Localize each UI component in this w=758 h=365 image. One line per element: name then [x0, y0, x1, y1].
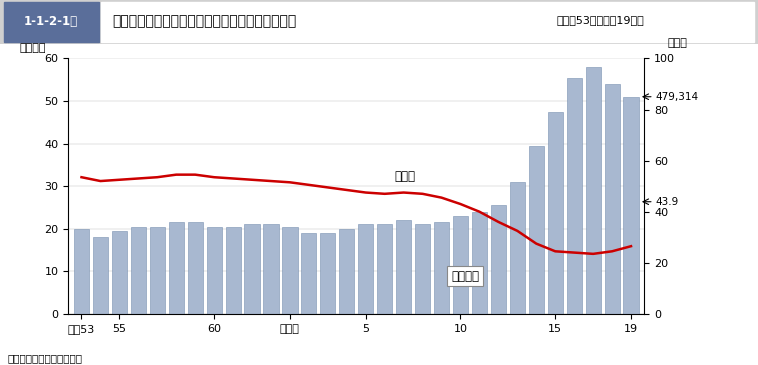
Bar	[453, 216, 468, 314]
Text: 1-1-2-1図: 1-1-2-1図	[23, 15, 78, 27]
Bar	[566, 78, 581, 314]
Text: 窃盗を除く一般刑法犯の認知件数・検挙率の推移: 窃盗を除く一般刑法犯の認知件数・検挙率の推移	[112, 14, 296, 28]
Bar	[585, 67, 600, 314]
Bar	[187, 222, 202, 314]
Bar	[74, 229, 89, 314]
Bar	[604, 84, 619, 314]
Bar	[547, 112, 562, 314]
Bar	[130, 227, 146, 314]
Bar	[528, 146, 543, 314]
Bar	[92, 237, 108, 314]
Bar	[358, 224, 373, 314]
Bar	[206, 227, 221, 314]
Text: 注　警察庁の統計による。: 注 警察庁の統計による。	[8, 353, 83, 363]
Bar	[415, 224, 430, 314]
Text: 認知件数: 認知件数	[451, 270, 479, 283]
Bar	[244, 224, 259, 314]
Text: 479,314: 479,314	[656, 92, 699, 102]
Bar	[282, 227, 297, 314]
Bar	[225, 227, 240, 314]
Bar	[396, 220, 411, 314]
Bar	[377, 224, 392, 314]
Bar	[101, 2, 754, 42]
Text: （万件）: （万件）	[19, 43, 45, 53]
Bar	[434, 222, 449, 314]
Bar	[149, 227, 164, 314]
Text: （％）: （％）	[667, 38, 688, 48]
Bar	[509, 182, 525, 314]
Bar	[4, 2, 99, 42]
Bar	[471, 212, 487, 314]
Bar	[623, 97, 638, 314]
Text: 43.9: 43.9	[656, 197, 679, 207]
Bar	[301, 233, 316, 314]
Bar	[320, 233, 335, 314]
Bar	[491, 205, 506, 314]
Bar	[339, 229, 354, 314]
Text: 検挙率: 検挙率	[394, 170, 415, 183]
Text: （昭和53年～平成19年）: （昭和53年～平成19年）	[556, 15, 644, 25]
Bar	[168, 222, 183, 314]
Bar	[112, 231, 127, 314]
Bar	[264, 224, 279, 314]
